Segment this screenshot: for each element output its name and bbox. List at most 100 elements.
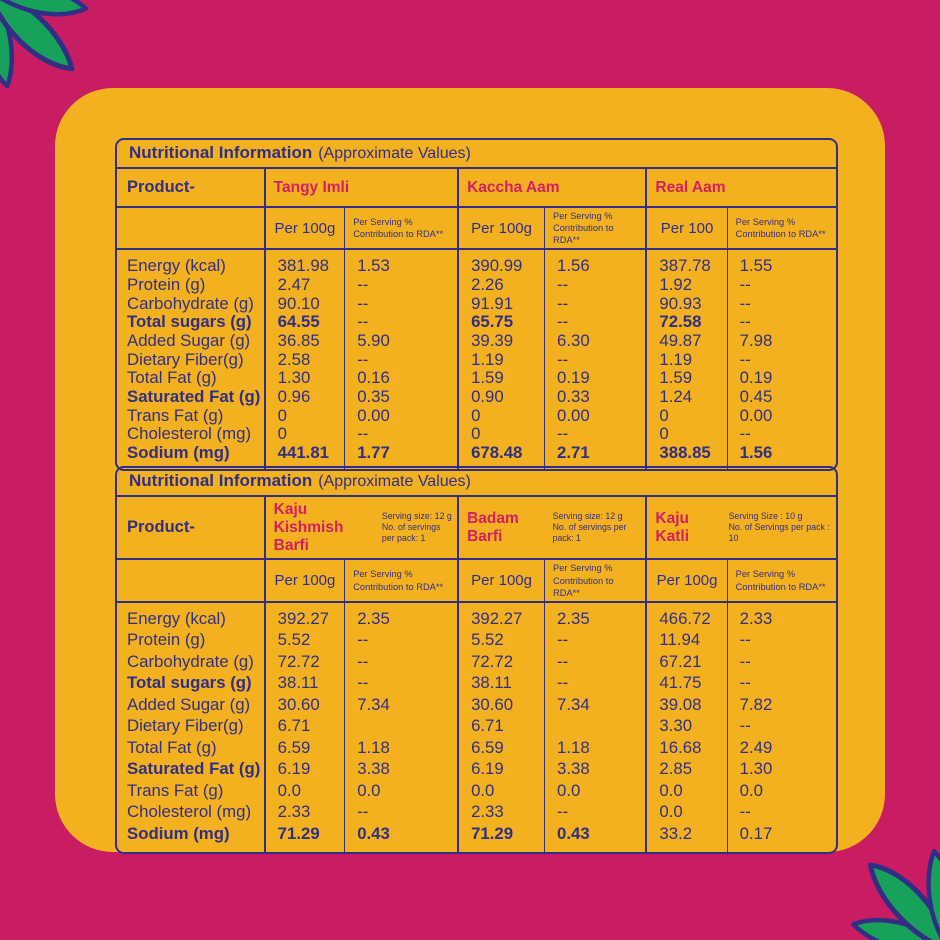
values-column: 392.27 5.52 72.72 38.11 30.60 6.71 6.59 6.19 0.0… <box>457 602 544 853</box>
value: 1.19 <box>659 349 693 369</box>
value: -- <box>739 312 751 332</box>
value: 1.59 <box>471 368 504 388</box>
per-100g-header: Per 100g <box>263 208 345 249</box>
value: 71.29 <box>471 823 514 843</box>
value: 0.0 <box>357 780 381 800</box>
per-100g-header: Per 100g <box>457 560 544 601</box>
nutrient-label: Total Fat (g) <box>127 737 217 757</box>
nutrient-label: Dietary Fiber(g) <box>127 349 244 369</box>
values-column: 1.55 -- -- -- 7.98 -- 0.19 0.45 0.00 -- 1.56 <box>726 250 836 469</box>
value: 33.2 <box>659 823 693 843</box>
value: 0 <box>277 405 288 425</box>
value: 91.91 <box>471 293 514 313</box>
rda-header-line2: Contribution to RDA** <box>553 575 614 598</box>
value: -- <box>357 802 369 822</box>
serving-size-line: Serving Size : 10 g <box>728 510 803 521</box>
nutrient-label: Added Sugar (g) <box>127 694 251 714</box>
value: 1.92 <box>659 274 693 294</box>
rda-header-line2: Contribution to RDA** <box>353 229 444 240</box>
value: 0 <box>277 424 288 444</box>
value: -- <box>739 673 751 693</box>
value: 392.27 <box>471 608 523 628</box>
value: 392.27 <box>277 608 329 628</box>
value <box>545 716 645 738</box>
value: 6.30 <box>557 330 590 350</box>
nutrient-label: Total Fat (g) <box>127 368 217 388</box>
value: -- <box>557 651 569 671</box>
value: 6.71 <box>471 716 504 736</box>
product-cell: Badam Barfi Serving size: 12 g No. of serv… <box>457 497 645 559</box>
rda-header: Per Serving % Contribution to RDA** <box>544 208 645 249</box>
serving-info: Serving size: 12 g No. of servings per pa… <box>553 511 642 545</box>
value: -- <box>557 673 569 693</box>
value: 7.34 <box>357 694 390 714</box>
value: 2.35 <box>357 608 390 628</box>
value: -- <box>557 802 569 822</box>
value: 2.26 <box>471 274 504 294</box>
rda-header: Per Serving % Contribution to RDA** <box>726 208 836 249</box>
value: -- <box>357 293 369 313</box>
serving-size-line: Serving size: 12 g <box>552 510 623 521</box>
value: 64.55 <box>277 312 320 332</box>
nutrient-label: Total sugars (g) <box>127 673 252 693</box>
values-column: 1.53 -- -- -- 5.90 -- 0.16 0.35 0.00 -- 1.77 <box>344 250 457 469</box>
value: 5.90 <box>357 330 390 350</box>
product-cell: Kaccha Aam <box>457 169 645 206</box>
value: -- <box>357 651 369 671</box>
rda-header-line1: Per Serving % <box>735 569 796 580</box>
value: 1.18 <box>357 737 390 757</box>
nutrient-label: Sodium (mg) <box>127 823 230 843</box>
value: 1.53 <box>357 256 390 276</box>
nutrient-label: Protein (g) <box>127 630 206 650</box>
value: 36.85 <box>277 330 320 350</box>
nutrient-label: Energy (kcal) <box>127 608 226 628</box>
nutrition-table-top: Nutritional Information (Approximate Valu… <box>115 138 838 471</box>
value: 1.19 <box>471 349 504 369</box>
column-header-row: Per 100g Per Serving % Contribution to RDA… <box>117 206 836 249</box>
product-label: Product- <box>127 518 195 537</box>
value: 7.34 <box>557 694 590 714</box>
nutrient-label: Saturated Fat (g) <box>127 387 261 407</box>
per-100g-header: Per 100g <box>645 560 726 601</box>
value: 0.17 <box>739 823 773 843</box>
values-column: 466.72 11.94 67.21 41.75 39.08 3.30 16.68 2.85 0… <box>645 602 726 853</box>
value: 16.68 <box>659 737 702 757</box>
rda-header-line2: Contribution to RDA** <box>735 581 826 592</box>
serving-info: Serving Size : 10 g No. of Servings per p… <box>729 511 832 545</box>
value: -- <box>739 274 751 294</box>
value: 0 <box>471 424 481 444</box>
column-header-row: Per 100g Per Serving % Contribution to RDA… <box>117 558 836 601</box>
value: 0.00 <box>557 405 590 425</box>
leaf-cluster-top-left-icon <box>0 0 89 89</box>
values-column: 2.33 -- -- -- 7.82 -- 2.49 1.30 0.0 -- 0.17 <box>726 602 836 853</box>
value: 0.96 <box>277 387 311 407</box>
value: 0 <box>471 405 481 425</box>
value: 1.30 <box>277 368 311 388</box>
nutrient-label: Saturated Fat (g) <box>127 759 261 779</box>
value: 2.47 <box>277 274 311 294</box>
value: 67.21 <box>659 651 702 671</box>
per-100g-header: Per 100 <box>645 208 726 249</box>
nutrient-labels-column: Energy (kcal) Protein (g) Carbohydrate (g)… <box>117 250 264 469</box>
value: 388.85 <box>659 443 711 463</box>
value: 0.43 <box>357 823 390 843</box>
values-column: 387.78 1.92 90.93 72.58 49.87 1.19 1.59 1.24 0 0 3… <box>645 250 726 469</box>
rda-header-line1: Per Serving % <box>553 563 613 574</box>
value: 387.78 <box>659 256 711 276</box>
value: 72.72 <box>471 651 514 671</box>
value: 6.71 <box>277 716 311 736</box>
product-name: Badam Barfi <box>467 509 519 545</box>
values-column: 390.99 2.26 91.91 65.75 39.39 1.19 1.59 0.90 0 0 6… <box>457 250 544 469</box>
value: 2.33 <box>471 802 504 822</box>
value: 65.75 <box>471 312 514 332</box>
value: 7.82 <box>739 694 773 714</box>
value: 0.0 <box>471 780 495 800</box>
value: -- <box>357 424 369 444</box>
value: 0.90 <box>471 387 504 407</box>
value: 1.55 <box>739 256 773 276</box>
nutrient-label: Energy (kcal) <box>127 256 226 276</box>
product-label: Product- <box>127 178 195 196</box>
value: -- <box>357 630 369 650</box>
rda-header-line2: Contribution to RDA** <box>353 581 444 592</box>
value: 0 <box>659 405 669 425</box>
